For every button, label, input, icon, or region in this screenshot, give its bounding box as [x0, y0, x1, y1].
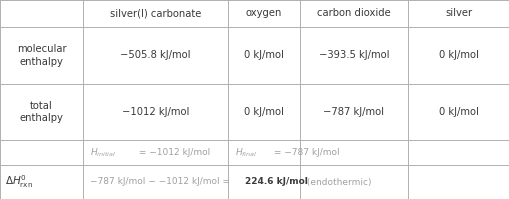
Text: −787 kJ/mol: −787 kJ/mol: [323, 107, 384, 117]
Text: $\Delta H^0_\mathrm{rxn}$: $\Delta H^0_\mathrm{rxn}$: [5, 174, 33, 190]
Text: −505.8 kJ/mol: −505.8 kJ/mol: [120, 51, 190, 60]
Text: −787 kJ/mol − −1012 kJ/mol =: −787 kJ/mol − −1012 kJ/mol =: [90, 178, 233, 186]
Text: $\mathit{H}_\mathit{final}$: $\mathit{H}_\mathit{final}$: [235, 146, 257, 159]
Text: 0 kJ/mol: 0 kJ/mol: [244, 51, 284, 60]
Text: 0 kJ/mol: 0 kJ/mol: [244, 107, 284, 117]
Text: = −1012 kJ/mol: = −1012 kJ/mol: [136, 148, 210, 157]
Text: (endothermic): (endothermic): [303, 178, 371, 186]
Text: $\mathit{H}_\mathit{initial}$: $\mathit{H}_\mathit{initial}$: [90, 146, 116, 159]
Text: oxygen: oxygen: [245, 9, 281, 19]
Text: 224.6 kJ/mol: 224.6 kJ/mol: [244, 178, 307, 186]
Text: molecular
enthalpy: molecular enthalpy: [17, 44, 66, 67]
Text: 0 kJ/mol: 0 kJ/mol: [438, 107, 478, 117]
Text: total
enthalpy: total enthalpy: [19, 101, 63, 123]
Text: 0 kJ/mol: 0 kJ/mol: [438, 51, 478, 60]
Text: −1012 kJ/mol: −1012 kJ/mol: [122, 107, 189, 117]
Text: silver: silver: [444, 9, 472, 19]
Text: −393.5 kJ/mol: −393.5 kJ/mol: [318, 51, 388, 60]
Text: = −787 kJ/mol: = −787 kJ/mol: [270, 148, 339, 157]
Text: carbon dioxide: carbon dioxide: [317, 9, 390, 19]
Text: silver(I) carbonate: silver(I) carbonate: [109, 9, 201, 19]
